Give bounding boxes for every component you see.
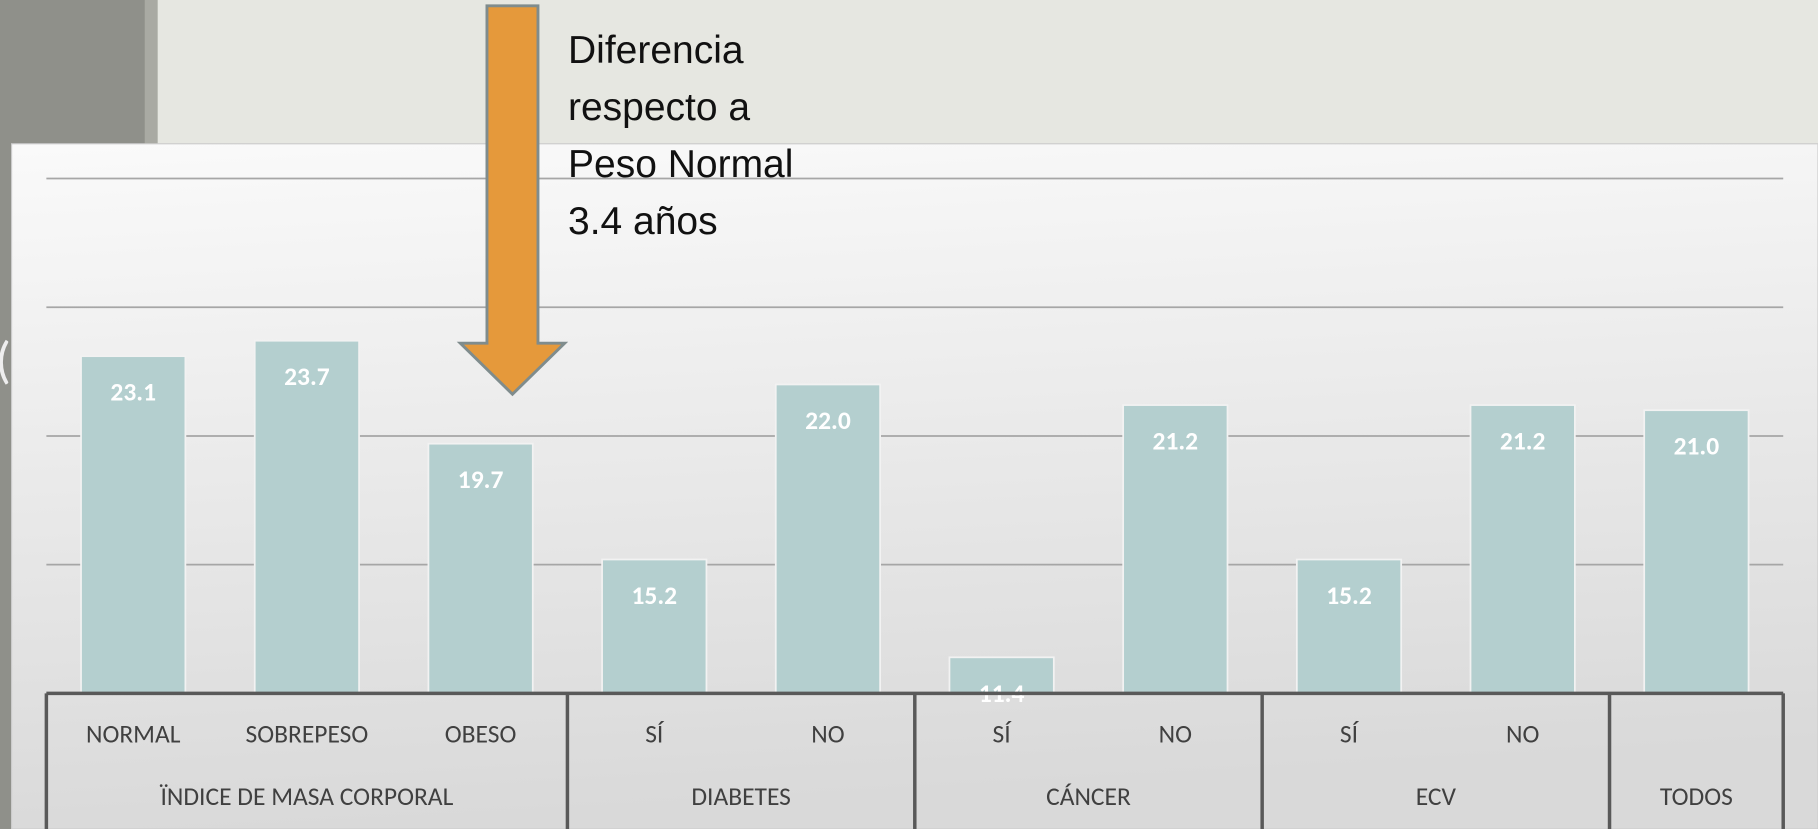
value-label: 15.2 [631, 580, 677, 611]
value-label: 22.0 [805, 405, 851, 436]
value-label: 23.1 [110, 377, 156, 408]
value-label: 15.2 [1326, 580, 1372, 611]
x-tick-label: NO [811, 718, 844, 749]
value-label: 21.0 [1674, 431, 1720, 462]
value-label: 19.7 [458, 464, 504, 495]
bar [1469, 404, 1576, 695]
bar [1122, 404, 1229, 695]
value-label: 21.2 [1500, 426, 1546, 457]
group-label: CÁNCER [1046, 781, 1131, 812]
arrow [456, 4, 569, 397]
bar [80, 355, 187, 695]
background-fragment: ( [0, 328, 11, 391]
x-tick-label: NORMAL [86, 718, 181, 749]
x-tick-label: OBESO [445, 718, 517, 749]
bar [601, 558, 708, 695]
x-tick-label: SOBREPESO [246, 718, 369, 749]
plot: 23.1 NORMAL 23.7 SOBREPESO 19.7 OBESO ÏNDICE D… [44, 177, 1785, 829]
group-label: TODOS [1660, 781, 1733, 812]
bar [1643, 409, 1750, 695]
value-label: 23.7 [284, 361, 330, 392]
value-label: 21.2 [1153, 426, 1199, 457]
x-tick-label: SÍ [1340, 718, 1360, 749]
bar [427, 442, 534, 695]
group-label: DIABETES [691, 781, 791, 812]
annotation: Diferencia respecto a Peso Normal 3.4 añ… [568, 29, 794, 243]
x-tick-label: NO [1159, 718, 1192, 749]
x-tick-label: SÍ [993, 718, 1013, 749]
group-label: ÏNDICE DE MASA CORPORAL [159, 781, 453, 812]
bar [253, 339, 360, 695]
bar [1295, 558, 1403, 695]
x-tick-label: NO [1506, 718, 1539, 749]
bar [774, 383, 881, 695]
x-tick-label: SÍ [645, 718, 665, 749]
group-label: ECV [1416, 781, 1457, 812]
arrow-shape [456, 4, 569, 397]
